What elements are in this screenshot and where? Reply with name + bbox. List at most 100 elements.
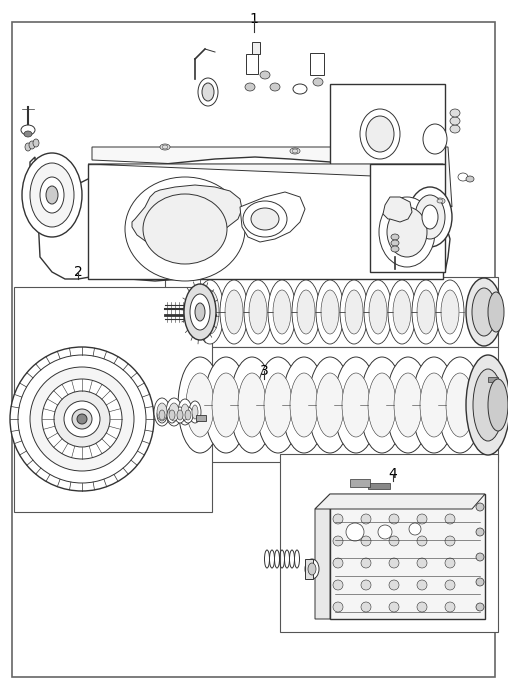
Ellipse shape	[472, 288, 496, 336]
Ellipse shape	[22, 153, 82, 237]
Ellipse shape	[361, 536, 371, 546]
Ellipse shape	[292, 149, 298, 153]
Ellipse shape	[450, 109, 460, 117]
Ellipse shape	[204, 357, 248, 453]
Ellipse shape	[297, 290, 315, 334]
Ellipse shape	[369, 290, 387, 334]
Ellipse shape	[437, 199, 443, 203]
Polygon shape	[30, 157, 450, 281]
Ellipse shape	[333, 514, 343, 524]
Bar	[280, 454, 498, 632]
Ellipse shape	[445, 602, 455, 612]
Ellipse shape	[346, 523, 364, 541]
Ellipse shape	[412, 280, 440, 344]
Ellipse shape	[466, 176, 474, 182]
Ellipse shape	[308, 357, 352, 453]
Ellipse shape	[292, 280, 320, 344]
Polygon shape	[165, 347, 498, 462]
Ellipse shape	[175, 407, 185, 423]
Ellipse shape	[264, 373, 292, 437]
Ellipse shape	[316, 373, 344, 437]
Bar	[368, 483, 390, 489]
Ellipse shape	[366, 116, 394, 152]
Ellipse shape	[198, 78, 218, 106]
Ellipse shape	[10, 347, 154, 491]
Ellipse shape	[445, 558, 455, 568]
Text: 3: 3	[260, 364, 268, 378]
Ellipse shape	[167, 407, 177, 423]
Ellipse shape	[360, 109, 400, 159]
Ellipse shape	[169, 410, 175, 420]
Ellipse shape	[473, 369, 503, 441]
Polygon shape	[88, 164, 443, 179]
Polygon shape	[240, 192, 305, 242]
Ellipse shape	[334, 357, 378, 453]
Polygon shape	[315, 494, 330, 619]
Ellipse shape	[412, 357, 456, 453]
Ellipse shape	[42, 379, 122, 459]
Ellipse shape	[40, 177, 64, 213]
Ellipse shape	[159, 410, 165, 420]
Ellipse shape	[273, 290, 291, 334]
Ellipse shape	[77, 414, 87, 424]
Ellipse shape	[394, 373, 422, 437]
Ellipse shape	[417, 558, 427, 568]
Ellipse shape	[290, 373, 318, 437]
Ellipse shape	[389, 536, 399, 546]
Ellipse shape	[379, 197, 435, 267]
Ellipse shape	[270, 83, 280, 91]
Ellipse shape	[29, 141, 35, 149]
Polygon shape	[315, 494, 485, 509]
Ellipse shape	[387, 207, 427, 257]
Ellipse shape	[24, 131, 32, 137]
Ellipse shape	[125, 177, 245, 281]
Ellipse shape	[389, 558, 399, 568]
Ellipse shape	[450, 117, 460, 125]
Bar	[350, 479, 370, 487]
Ellipse shape	[445, 536, 455, 546]
Ellipse shape	[361, 580, 371, 590]
Ellipse shape	[183, 407, 193, 423]
Ellipse shape	[72, 409, 92, 429]
Bar	[252, 42, 260, 54]
Ellipse shape	[18, 355, 146, 483]
Ellipse shape	[458, 173, 468, 181]
Ellipse shape	[386, 357, 430, 453]
Ellipse shape	[230, 357, 274, 453]
Bar	[488, 377, 498, 382]
Ellipse shape	[186, 373, 214, 437]
Ellipse shape	[313, 78, 323, 86]
Ellipse shape	[476, 553, 484, 561]
Ellipse shape	[435, 198, 445, 204]
Ellipse shape	[189, 401, 201, 423]
Ellipse shape	[466, 278, 502, 346]
Ellipse shape	[420, 373, 448, 437]
Ellipse shape	[21, 125, 35, 135]
Ellipse shape	[154, 398, 170, 426]
Ellipse shape	[195, 303, 205, 321]
Ellipse shape	[268, 280, 296, 344]
Ellipse shape	[391, 246, 399, 252]
Ellipse shape	[446, 373, 474, 437]
Ellipse shape	[282, 357, 326, 453]
Ellipse shape	[64, 401, 100, 437]
Ellipse shape	[238, 373, 266, 437]
Bar	[196, 415, 206, 421]
Ellipse shape	[181, 404, 189, 420]
Ellipse shape	[157, 407, 167, 423]
Ellipse shape	[244, 280, 272, 344]
Ellipse shape	[308, 563, 316, 575]
Ellipse shape	[316, 280, 344, 344]
Ellipse shape	[305, 559, 319, 579]
Ellipse shape	[225, 290, 243, 334]
Ellipse shape	[389, 602, 399, 612]
Bar	[88, 164, 443, 279]
Ellipse shape	[342, 373, 370, 437]
Ellipse shape	[409, 523, 421, 535]
Ellipse shape	[417, 536, 427, 546]
Ellipse shape	[445, 580, 455, 590]
Ellipse shape	[169, 403, 179, 421]
Ellipse shape	[54, 391, 110, 447]
Ellipse shape	[25, 143, 31, 151]
Polygon shape	[132, 185, 242, 247]
